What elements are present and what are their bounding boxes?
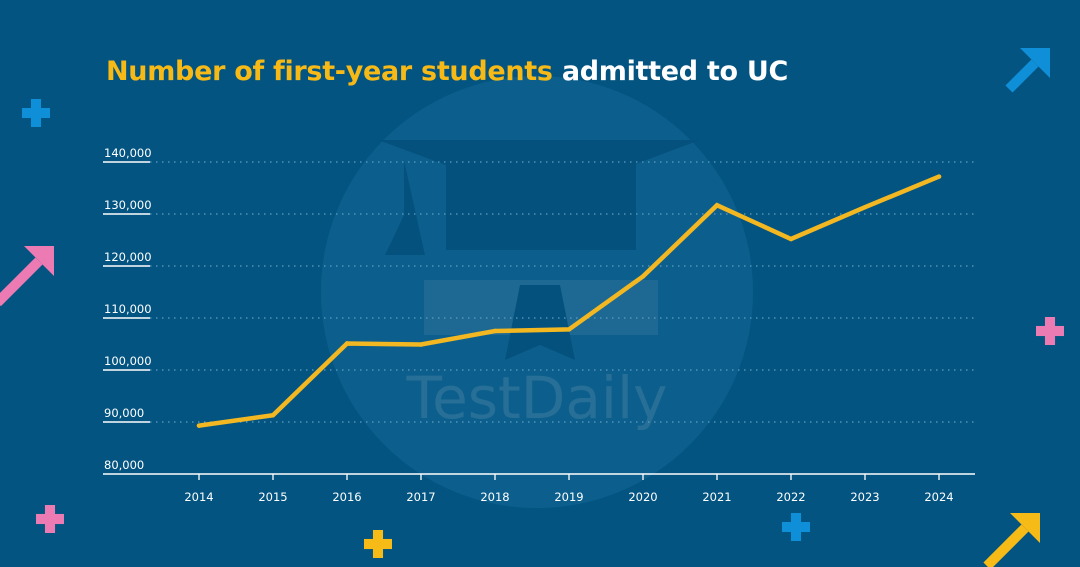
chart-title-rest: admitted to UC <box>561 56 788 87</box>
y-tick-label: 130,000 <box>104 198 152 212</box>
y-tick-label: 80,000 <box>104 458 144 472</box>
chart-title: Number of first-year students admitted t… <box>106 56 788 87</box>
x-tick-label: 2015 <box>258 490 287 504</box>
x-tick-label: 2018 <box>480 490 509 504</box>
arrow-head <box>1020 48 1050 78</box>
y-tick-label: 100,000 <box>104 354 152 368</box>
x-tick-label: 2016 <box>332 490 361 504</box>
plus-icon <box>782 513 810 541</box>
x-tick-label: 2020 <box>628 490 657 504</box>
graduation-cap-icon <box>378 140 700 200</box>
graduation-cap-base <box>446 150 636 250</box>
x-tick-label: 2024 <box>924 490 953 504</box>
decorations <box>0 48 1064 567</box>
arrow-head <box>24 246 54 276</box>
x-axis: 2014 2015 2016 2017 2018 2019 2020 2021 2022 2023… <box>150 473 975 504</box>
plus-bar-vertical <box>1044 317 1056 345</box>
diploma-scroll-icon <box>424 280 658 335</box>
x-tick-label: 2023 <box>850 490 879 504</box>
plus-icon <box>36 505 64 533</box>
x-tick-label: 2021 <box>702 490 731 504</box>
watermark-text: TestDaily <box>406 364 668 432</box>
plus-bar-vertical <box>372 530 384 558</box>
y-tick-label: 120,000 <box>104 250 152 264</box>
data-point <box>714 202 720 208</box>
x-tick-label: 2022 <box>776 490 805 504</box>
y-tick-label: 110,000 <box>104 302 152 316</box>
data-point <box>270 413 276 418</box>
data-point <box>640 274 646 279</box>
plus-bar-vertical <box>30 99 42 127</box>
plus-icon <box>1036 317 1064 345</box>
x-tick-label: 2014 <box>184 490 213 504</box>
cap-tassel-icon <box>385 160 425 255</box>
y-tick-label: 90,000 <box>104 406 144 420</box>
data-point <box>936 174 942 179</box>
series-line <box>196 174 942 428</box>
plus-icon <box>22 99 50 127</box>
data-point <box>862 205 868 210</box>
x-tick-label: 2017 <box>406 490 435 504</box>
data-point <box>492 328 498 334</box>
data-point <box>344 341 350 346</box>
arrow-shaft <box>983 524 1029 567</box>
plus-bar-vertical <box>790 513 802 541</box>
arrow-shaft <box>0 257 43 307</box>
y-axis: 80,000 90,000 100,000 110,000 120,000 130,000… <box>103 146 152 475</box>
x-tick-label: 2019 <box>554 490 583 504</box>
y-tick-label: 140,000 <box>104 146 152 160</box>
plus-bar-vertical <box>44 505 56 533</box>
data-point <box>418 342 424 347</box>
watermark-circle <box>321 76 753 508</box>
arrow-up-right-icon <box>983 513 1040 567</box>
arrow-up-right-icon <box>0 246 54 307</box>
data-point <box>196 423 202 428</box>
watermark: TestDaily <box>321 76 753 508</box>
arrow-shaft <box>1005 59 1039 93</box>
plus-icon <box>364 530 392 558</box>
arrow-head <box>1010 513 1040 543</box>
arrow-up-right-icon <box>1005 48 1050 93</box>
data-point <box>788 236 794 242</box>
data-point <box>566 327 572 332</box>
scroll-ribbon-icon <box>505 285 575 360</box>
chart-title-highlight: Number of first-year students <box>106 56 553 87</box>
